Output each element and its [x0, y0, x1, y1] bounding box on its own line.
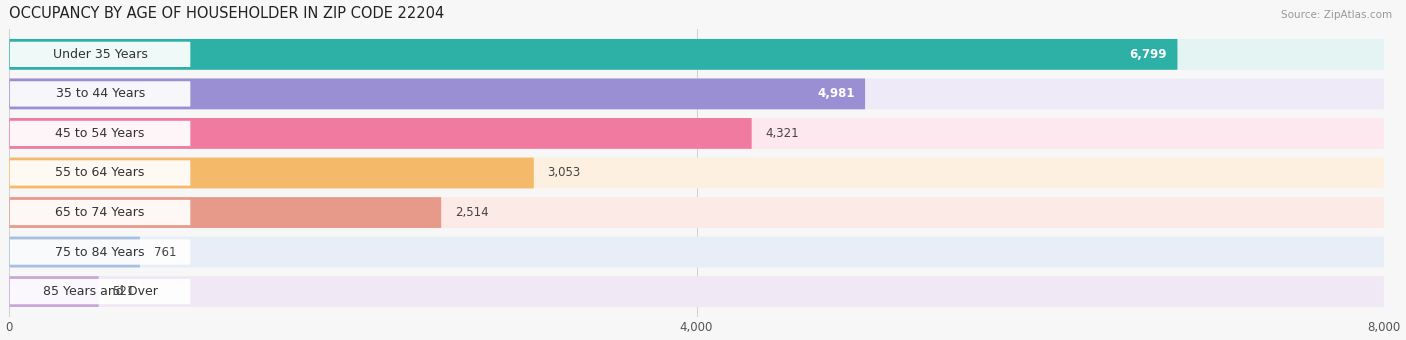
Text: Under 35 Years: Under 35 Years	[52, 48, 148, 61]
Text: 761: 761	[153, 245, 176, 258]
FancyBboxPatch shape	[10, 237, 1384, 268]
FancyBboxPatch shape	[10, 81, 190, 106]
FancyBboxPatch shape	[10, 39, 1384, 70]
Text: Source: ZipAtlas.com: Source: ZipAtlas.com	[1281, 10, 1392, 20]
Text: 55 to 64 Years: 55 to 64 Years	[55, 167, 145, 180]
FancyBboxPatch shape	[10, 276, 1384, 307]
FancyBboxPatch shape	[10, 79, 1384, 109]
Text: 521: 521	[112, 285, 135, 298]
Text: 65 to 74 Years: 65 to 74 Years	[55, 206, 145, 219]
Text: 35 to 44 Years: 35 to 44 Years	[55, 87, 145, 100]
FancyBboxPatch shape	[10, 160, 190, 186]
Text: 45 to 54 Years: 45 to 54 Years	[55, 127, 145, 140]
Text: 2,514: 2,514	[456, 206, 488, 219]
FancyBboxPatch shape	[10, 157, 1384, 188]
FancyBboxPatch shape	[10, 279, 190, 304]
Text: 4,981: 4,981	[817, 87, 855, 100]
FancyBboxPatch shape	[10, 197, 441, 228]
FancyBboxPatch shape	[10, 118, 1384, 149]
FancyBboxPatch shape	[10, 121, 190, 146]
Text: 3,053: 3,053	[547, 167, 581, 180]
Text: 85 Years and Over: 85 Years and Over	[42, 285, 157, 298]
Text: 75 to 84 Years: 75 to 84 Years	[55, 245, 145, 258]
FancyBboxPatch shape	[10, 237, 141, 268]
FancyBboxPatch shape	[10, 197, 1384, 228]
FancyBboxPatch shape	[10, 42, 190, 67]
Text: 6,799: 6,799	[1129, 48, 1167, 61]
FancyBboxPatch shape	[10, 276, 98, 307]
FancyBboxPatch shape	[10, 157, 534, 188]
FancyBboxPatch shape	[10, 79, 865, 109]
FancyBboxPatch shape	[10, 239, 190, 265]
FancyBboxPatch shape	[10, 200, 190, 225]
FancyBboxPatch shape	[10, 39, 1177, 70]
Text: 4,321: 4,321	[765, 127, 799, 140]
Text: OCCUPANCY BY AGE OF HOUSEHOLDER IN ZIP CODE 22204: OCCUPANCY BY AGE OF HOUSEHOLDER IN ZIP C…	[10, 5, 444, 20]
FancyBboxPatch shape	[10, 118, 752, 149]
